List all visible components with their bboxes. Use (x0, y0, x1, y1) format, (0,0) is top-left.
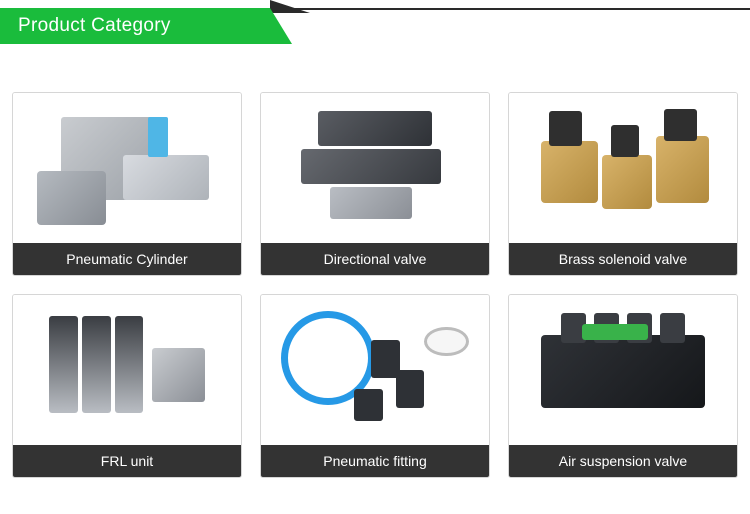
category-card-brass-solenoid-valve[interactable]: Brass solenoid valve (508, 92, 738, 276)
category-image (509, 93, 737, 243)
category-label: FRL unit (13, 445, 241, 477)
category-card-frl-unit[interactable]: FRL unit (12, 294, 242, 478)
category-image (13, 93, 241, 243)
header-underline (282, 8, 750, 10)
product-photo-placeholder (24, 303, 229, 438)
category-card-air-suspension-valve[interactable]: Air suspension valve (508, 294, 738, 478)
category-label: Pneumatic fitting (261, 445, 489, 477)
category-label: Brass solenoid valve (509, 243, 737, 275)
category-label: Pneumatic Cylinder (13, 243, 241, 275)
header-bar: Product Category (0, 8, 270, 44)
product-photo-placeholder (272, 101, 477, 236)
category-label: Directional valve (261, 243, 489, 275)
section-title: Product Category (18, 15, 171, 37)
product-photo-placeholder (520, 101, 725, 236)
product-photo-placeholder (272, 303, 477, 438)
product-photo-placeholder (24, 101, 229, 236)
category-label: Air suspension valve (509, 445, 737, 477)
category-card-pneumatic-cylinder[interactable]: Pneumatic Cylinder (12, 92, 242, 276)
category-card-directional-valve[interactable]: Directional valve (260, 92, 490, 276)
category-image (509, 295, 737, 445)
product-category-grid: Pneumatic Cylinder Directional valve Bra… (0, 92, 750, 478)
category-image (13, 295, 241, 445)
category-card-pneumatic-fitting[interactable]: Pneumatic fitting (260, 294, 490, 478)
header-green-chevron (270, 8, 292, 44)
product-photo-placeholder (520, 303, 725, 438)
category-image (261, 295, 489, 445)
category-image (261, 93, 489, 243)
section-header: Product Category (0, 8, 750, 44)
